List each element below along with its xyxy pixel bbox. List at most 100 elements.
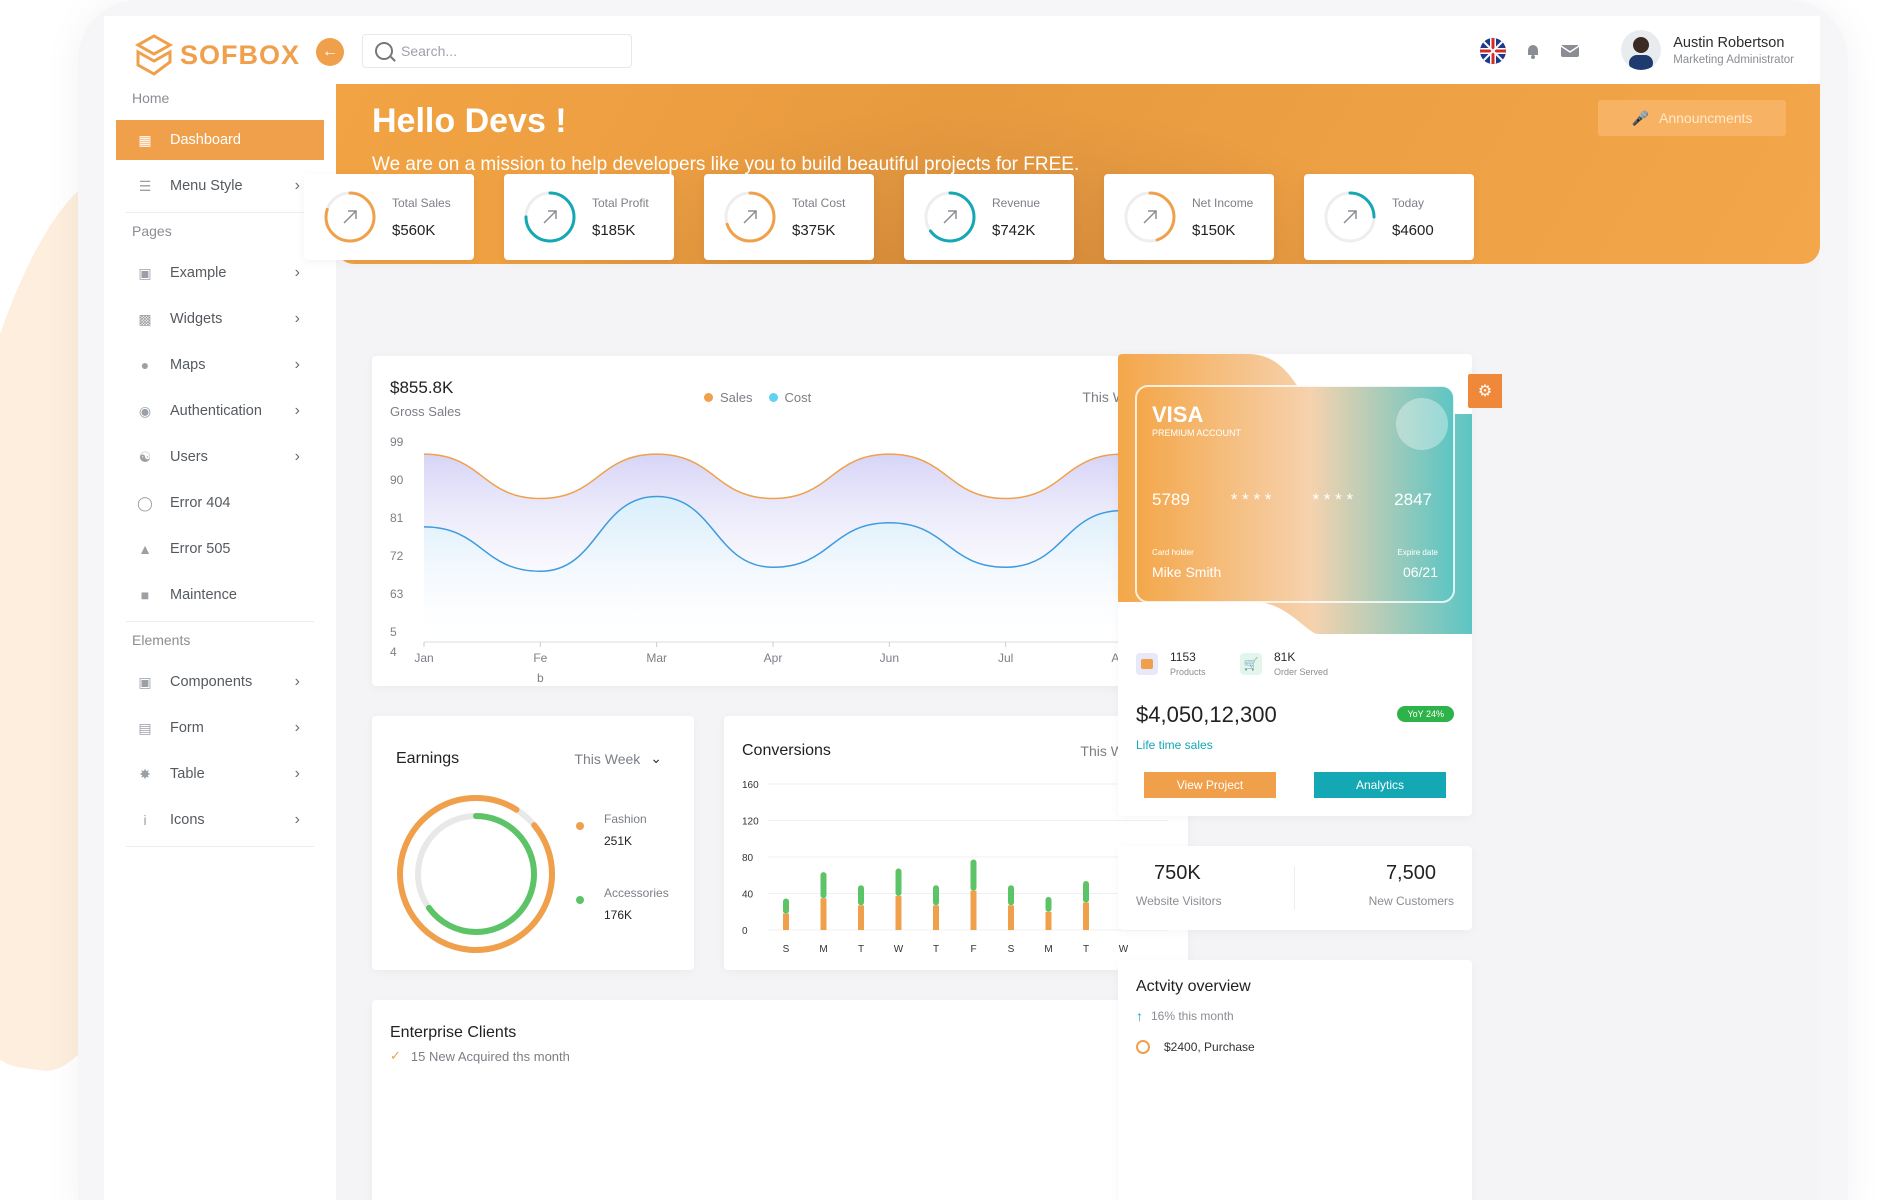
products-stat: 1153 Products xyxy=(1136,650,1206,677)
sidebar-item-widgets[interactable]: ▩ Widgets › xyxy=(116,299,324,339)
bar-green[interactable] xyxy=(820,872,827,899)
sidebar-item-authentication[interactable]: ◉ Authentication › xyxy=(116,391,324,431)
bar-green[interactable] xyxy=(783,898,789,914)
bell-icon[interactable] xyxy=(1524,42,1542,60)
bar-orange[interactable] xyxy=(858,905,864,930)
sidebar-item-users[interactable]: ☯ Users › xyxy=(116,437,324,477)
sidebar-item-menu-style[interactable]: ☰ Menu Style › xyxy=(116,166,324,206)
view-project-button[interactable]: View Project xyxy=(1144,772,1276,798)
sidebar-item-label: Widgets xyxy=(170,311,223,327)
x-tick-label: Apr xyxy=(764,651,783,665)
bar-green[interactable] xyxy=(858,885,864,906)
topbar: Search... Austi xyxy=(336,16,1820,84)
stat-card-today[interactable]: Today $4600 xyxy=(1304,174,1474,260)
series-line-cost[interactable] xyxy=(423,495,1123,573)
y-tick-label: 5 xyxy=(390,625,397,639)
gear-icon: ⚙ xyxy=(1477,383,1493,400)
ring-arc-accessories[interactable] xyxy=(415,813,537,935)
bar-orange[interactable] xyxy=(933,905,939,930)
lifetime-sales-label[interactable]: Life time sales xyxy=(1136,738,1213,752)
sidebar-item-label: Dashboard xyxy=(170,132,241,148)
logo[interactable]: SOFBOX xyxy=(134,34,300,76)
bar-green[interactable] xyxy=(895,868,902,897)
sidebar-item-label: Maps xyxy=(170,357,206,373)
table-icon: ✸ xyxy=(139,765,151,782)
sidebar-item-components[interactable]: ▣ Components › xyxy=(116,662,324,702)
sidebar-item-table[interactable]: ✸ Table › xyxy=(116,754,324,794)
error-circle-icon: ◯ xyxy=(137,494,153,511)
stat-card-total-sales[interactable]: Total Sales $560K xyxy=(304,174,474,260)
user-role: Marketing Administrator xyxy=(1673,53,1794,66)
y-tick-label: 120 xyxy=(742,817,759,828)
sidebar-item-example[interactable]: ▣ Example › xyxy=(116,253,324,293)
nav-section-title: Home xyxy=(132,90,170,106)
hero-title: Hello Devs ! xyxy=(372,102,567,140)
legend-cost[interactable]: Cost xyxy=(768,390,811,405)
bar-orange[interactable] xyxy=(1008,905,1014,930)
nav-divider xyxy=(126,212,314,213)
visa-tier: PREMIUM ACCOUNT xyxy=(1152,428,1242,438)
bar-green[interactable] xyxy=(933,885,939,906)
stat-card-total-profit[interactable]: Total Profit $185K xyxy=(504,174,674,260)
card-mask-1: * * * * xyxy=(1230,490,1272,509)
activity-card: Actvity overview ↑ 16% this month $2400,… xyxy=(1118,960,1472,1200)
stat-value: $742K xyxy=(992,221,1036,239)
bar-green[interactable] xyxy=(1008,885,1014,906)
stat-progress-ring xyxy=(924,191,976,243)
series-line-sales[interactable] xyxy=(423,453,1123,500)
search-box[interactable]: Search... xyxy=(362,34,632,68)
chevron-right-icon: › xyxy=(294,765,300,782)
bar-orange[interactable] xyxy=(783,913,789,930)
stat-card-total-cost[interactable]: Total Cost $375K xyxy=(704,174,874,260)
y-tick-label: 99 xyxy=(390,435,404,449)
mail-icon[interactable] xyxy=(1560,43,1580,59)
earnings-period-dropdown[interactable]: This Week ⌄ xyxy=(574,750,662,767)
sidebar-item-error-404[interactable]: ◯ Error 404 xyxy=(116,483,324,523)
collapse-sidebar-button[interactable]: ← xyxy=(316,38,344,66)
expiry-label: Expire date xyxy=(1397,548,1438,557)
visitors-divider xyxy=(1294,866,1295,910)
bar-orange[interactable] xyxy=(1083,902,1089,930)
analytics-button[interactable]: Analytics xyxy=(1314,772,1446,798)
uk-flag-icon[interactable] xyxy=(1480,38,1506,64)
sidebar-item-maintence[interactable]: ■ Maintence xyxy=(116,575,324,615)
sidebar-item-icons[interactable]: i Icons › xyxy=(116,800,324,840)
stat-progress-ring xyxy=(1324,191,1376,243)
x-tick-label: S xyxy=(783,944,790,955)
customers-count: 7,500 xyxy=(1385,862,1436,884)
user-profile[interactable]: Austin Robertson Marketing Administrator xyxy=(1621,30,1794,70)
conversions-card: Conversions This Week ⌄ 16012080400SMTWT… xyxy=(724,716,1188,970)
search-input[interactable]: Search... xyxy=(401,43,458,59)
stat-card-revenue[interactable]: Revenue $742K xyxy=(904,174,1074,260)
sidebar-item-label: Menu Style xyxy=(170,178,243,194)
x-tick-label: M xyxy=(819,944,827,955)
ring-arc-fashion[interactable] xyxy=(386,784,566,964)
visa-background xyxy=(1118,354,1472,634)
sidebar-nav: Home ▦ Dashboard ☰ Menu Style › Pages ▣ Example ›… xyxy=(104,90,336,857)
chevron-right-icon: › xyxy=(294,673,300,690)
bar-orange[interactable] xyxy=(820,898,827,930)
products-label: Products xyxy=(1170,667,1206,677)
x-tick-label: F xyxy=(970,944,976,955)
sidebar-item-label: Example xyxy=(170,265,227,281)
sidebar-item-label: Users xyxy=(170,449,208,465)
sidebar-item-error-505[interactable]: ▲ Error 505 xyxy=(116,529,324,569)
check-icon: ✓ xyxy=(390,1048,401,1063)
gross-label: Gross Sales xyxy=(390,404,461,419)
sidebar-item-dashboard[interactable]: ▦ Dashboard xyxy=(116,120,324,160)
chevron-right-icon: › xyxy=(294,402,300,419)
bar-orange[interactable] xyxy=(1045,911,1052,930)
announcements-button[interactable]: 🎤 Announcments xyxy=(1598,100,1786,136)
sidebar-item-form[interactable]: ▤ Form › xyxy=(116,708,324,748)
stat-card-net-income[interactable]: Net Income $150K xyxy=(1104,174,1274,260)
legend-sales[interactable]: Sales xyxy=(704,390,753,405)
sidebar-item-maps[interactable]: ● Maps › xyxy=(116,345,324,385)
bar-green[interactable] xyxy=(1045,896,1052,912)
bar-green[interactable] xyxy=(970,859,977,891)
bar-green[interactable] xyxy=(1083,881,1089,903)
chevron-down-icon: ⌄ xyxy=(650,750,662,766)
lifetime-sales-value: $4,050,12,300 xyxy=(1136,702,1277,727)
settings-button[interactable]: ⚙ xyxy=(1468,374,1502,408)
bar-orange[interactable] xyxy=(895,896,902,930)
bar-orange[interactable] xyxy=(970,890,977,930)
